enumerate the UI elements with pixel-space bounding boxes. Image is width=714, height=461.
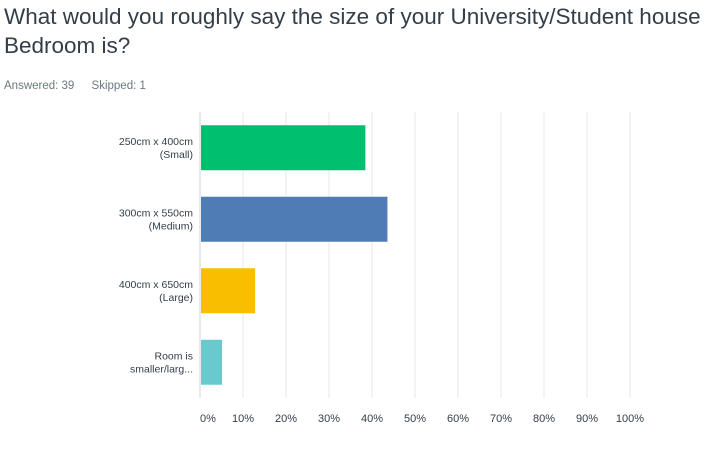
category-label: Room is smaller/larg... <box>130 350 193 375</box>
x-tick-label: 10% <box>232 413 254 425</box>
x-tick-label: 90% <box>576 413 598 425</box>
x-tick-label: 80% <box>533 413 555 425</box>
response-stats: Answered: 39 Skipped: 1 <box>4 80 160 92</box>
x-tick-label: 0% <box>200 413 216 425</box>
category-label-line: smaller/larg... <box>130 363 193 375</box>
answered-count: Answered: 39 <box>4 80 75 92</box>
category-label: 400cm x 650cm (Large) <box>119 279 193 304</box>
x-tick-label: 30% <box>318 413 340 425</box>
bar[interactable] <box>201 196 388 242</box>
category-label-line: 250cm x 400cm <box>119 136 193 148</box>
category-label-line: Room is <box>154 350 193 362</box>
category-label-line: (Large) <box>159 292 193 304</box>
skipped-count: Skipped: 1 <box>91 80 146 92</box>
category-label-line: 300cm x 550cm <box>119 207 193 219</box>
bar[interactable] <box>201 125 366 171</box>
bar[interactable] <box>201 339 223 385</box>
bar[interactable] <box>201 268 256 314</box>
question-title: What would you roughly say the size of y… <box>4 4 701 58</box>
x-tick-label: 70% <box>490 413 512 425</box>
category-label: 250cm x 400cm (Small) <box>119 136 193 161</box>
bars <box>201 125 388 385</box>
x-tick-labels: 0% 10% 20% 30% 40% 50% 60% 70% 80% 90% 100% <box>200 413 644 425</box>
x-tick-label: 40% <box>361 413 383 425</box>
x-tick-label: 20% <box>275 413 297 425</box>
x-tick-label: 60% <box>447 413 469 425</box>
category-label-line: (Small) <box>160 149 193 161</box>
category-label-line: (Medium) <box>149 220 193 232</box>
x-tick-label: 100% <box>616 413 644 425</box>
category-label: 300cm x 550cm (Medium) <box>119 207 193 232</box>
category-labels: 250cm x 400cm (Small) 300cm x 550cm (Medium… <box>119 136 193 376</box>
category-label-line: 400cm x 650cm <box>119 279 193 291</box>
x-tick-label: 50% <box>404 413 426 425</box>
